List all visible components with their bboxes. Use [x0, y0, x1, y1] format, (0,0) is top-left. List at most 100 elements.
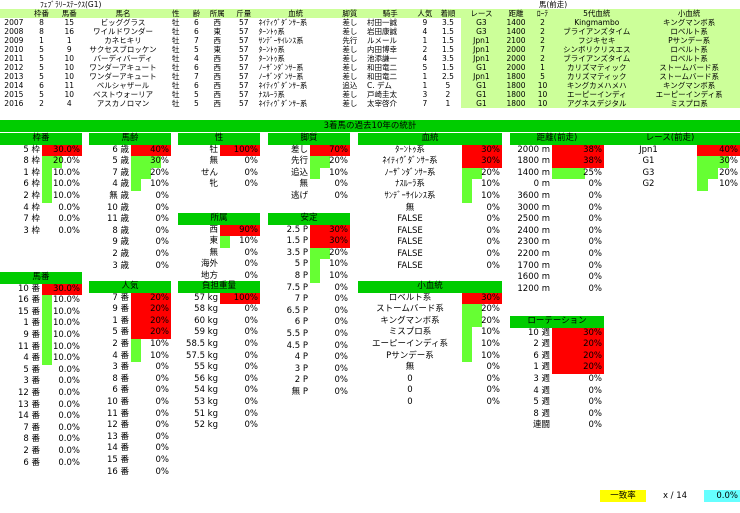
table-cell: 57 — [238, 90, 249, 99]
stat-label: 14 番 — [106, 443, 129, 454]
stat-value-cell: 20% — [131, 315, 171, 328]
stat-label: 東 — [209, 236, 218, 247]
table-cell: Jpn1 — [460, 72, 503, 81]
stat-value: 30.0% — [52, 144, 80, 155]
table-cell: 16 — [64, 27, 74, 36]
stat-bar — [131, 167, 151, 180]
stat-bar — [42, 329, 52, 342]
stat-value-cell: 20% — [462, 315, 502, 328]
stat-value: 0% — [486, 237, 501, 248]
header-cell: 血統 — [288, 9, 304, 18]
stats-title: 3着馬の過去10年の統計 — [0, 120, 740, 132]
table-cell: ｻﾝﾃﾞｰｻｲﾚﾝｽ系 — [258, 36, 304, 45]
stat-value-cell: 0% — [462, 203, 502, 215]
stat-value: 0% — [244, 385, 259, 396]
table-cell: 内田博幸 — [367, 45, 398, 54]
stat-label: 9 歳 — [112, 237, 129, 248]
table-cell: 57 — [238, 54, 249, 63]
stat-value: 100% — [233, 292, 258, 303]
stat-value: 0.0% — [58, 376, 80, 387]
table-cell: 1 — [66, 36, 72, 45]
table-cell: G1 — [460, 81, 503, 90]
stat-row: 54 kg 0% — [178, 385, 260, 397]
stat-value: 30% — [583, 327, 602, 338]
stat-value-cell: 0.0% — [42, 226, 82, 238]
panel-title: 距離(前走) — [510, 133, 604, 145]
stat-row: 11 歳 0% — [89, 214, 171, 226]
stat-value-cell: 0% — [131, 443, 171, 455]
header-cell: 所属 — [209, 9, 225, 18]
stat-value-cell: 30% — [310, 236, 350, 248]
panel-shoketto: 小血統 ロベルト系 30% ストームバード系 20% キングマンボ系 20% ミスプロ系 10%… — [358, 281, 502, 409]
stat-value-cell: 10% — [462, 327, 502, 339]
table-cell: 3.5 — [441, 54, 454, 63]
stat-value-cell: 0% — [220, 156, 260, 168]
stat-value: 0.0% — [58, 225, 80, 236]
stat-bar — [552, 339, 604, 351]
stat-label: 3.5 P — [286, 247, 308, 258]
stat-value-cell: 0% — [552, 237, 604, 249]
panel-title: 性 — [178, 133, 260, 145]
table-row: 2015 5 10 ベストウォーリア 牡 5 西 57 ﾅｽﾙｰﾗ系 差し 戸崎圭太 3 2 G1 1800… — [0, 90, 740, 99]
stat-value: 20% — [719, 167, 738, 178]
stat-row: 地方 0% — [178, 271, 260, 283]
header-cell: 小血統 — [677, 9, 701, 18]
table-cell: 10 — [529, 99, 556, 108]
stat-value-cell: 30% — [552, 327, 604, 340]
stat-value-cell: 0% — [131, 191, 171, 203]
stat-value-cell: 10.0% — [42, 318, 82, 330]
table-cell: 4 — [66, 99, 72, 108]
stat-label: 7.5 P — [286, 282, 308, 293]
stat-label: 西 — [209, 224, 218, 235]
table-cell: 牡 — [171, 63, 180, 72]
stat-value: 10% — [239, 236, 258, 247]
stat-value-cell: 0% — [310, 364, 350, 376]
stat-row: 2 歳 0% — [89, 249, 171, 261]
stat-row: 0 0% — [358, 374, 502, 386]
stat-row: 3.5 P 20% — [268, 247, 350, 260]
table-cell: 10 — [529, 90, 556, 99]
panel-shozoku: 所属西 90% 東 10% 無 0% 海外 0% 地方 0% — [178, 213, 260, 283]
stat-label: エーピーインディ系 — [372, 338, 448, 349]
stat-label: Pサンデー系 — [386, 350, 434, 361]
table-cell: 10 — [529, 81, 556, 90]
stat-label: 15 番 — [106, 454, 129, 465]
stat-bar — [131, 327, 171, 339]
stat-bar — [462, 156, 502, 168]
stat-value-cell: 20% — [310, 247, 350, 260]
stat-bar — [42, 156, 62, 168]
stat-label: 4 枠 — [23, 202, 40, 213]
panel-title: 人気 — [89, 281, 171, 293]
header-cell: レース — [470, 9, 493, 18]
table-cell: カリズマティック — [555, 72, 639, 81]
table-cell: 2011 — [4, 54, 24, 63]
stat-label: 2200 m — [517, 248, 550, 259]
stat-value-cell: 0% — [131, 385, 171, 397]
stat-label: 56 kg — [194, 373, 218, 384]
table-cell: Pサンデー系 — [638, 36, 740, 45]
stat-bar — [131, 350, 141, 363]
stat-value-cell: 0% — [131, 420, 171, 432]
panel-kyori: 距離(前走) 2000 m 38% 1800 m 38% 1400 m 25% 0 m 0% 36… — [510, 133, 604, 295]
stat-value: 20% — [150, 315, 169, 326]
table-cell: 牡 — [171, 99, 180, 108]
stat-value: 0% — [588, 272, 603, 283]
stat-bar — [42, 167, 52, 180]
stat-value: 0% — [155, 225, 170, 236]
stat-bar — [310, 247, 330, 260]
table-cell: 2 — [445, 90, 451, 99]
table-cell: 5 — [194, 90, 199, 99]
table-cell: 10 — [64, 72, 74, 81]
stat-value-cell: 0% — [220, 271, 260, 283]
stat-value-cell: 30.0% — [42, 144, 82, 157]
stat-value-cell: 10% — [131, 179, 171, 191]
stat-row: 3 番 0% — [89, 362, 171, 374]
stat-bar — [310, 270, 320, 283]
stat-value-cell: 25% — [552, 167, 604, 180]
stat-label: 8 番 — [23, 434, 40, 445]
stat-label: 16 番 — [17, 295, 40, 306]
table-cell: 3.5 — [441, 18, 454, 27]
stat-value: 0% — [486, 202, 501, 213]
stat-value: 0% — [588, 397, 603, 408]
stat-label: G3 — [642, 167, 655, 178]
